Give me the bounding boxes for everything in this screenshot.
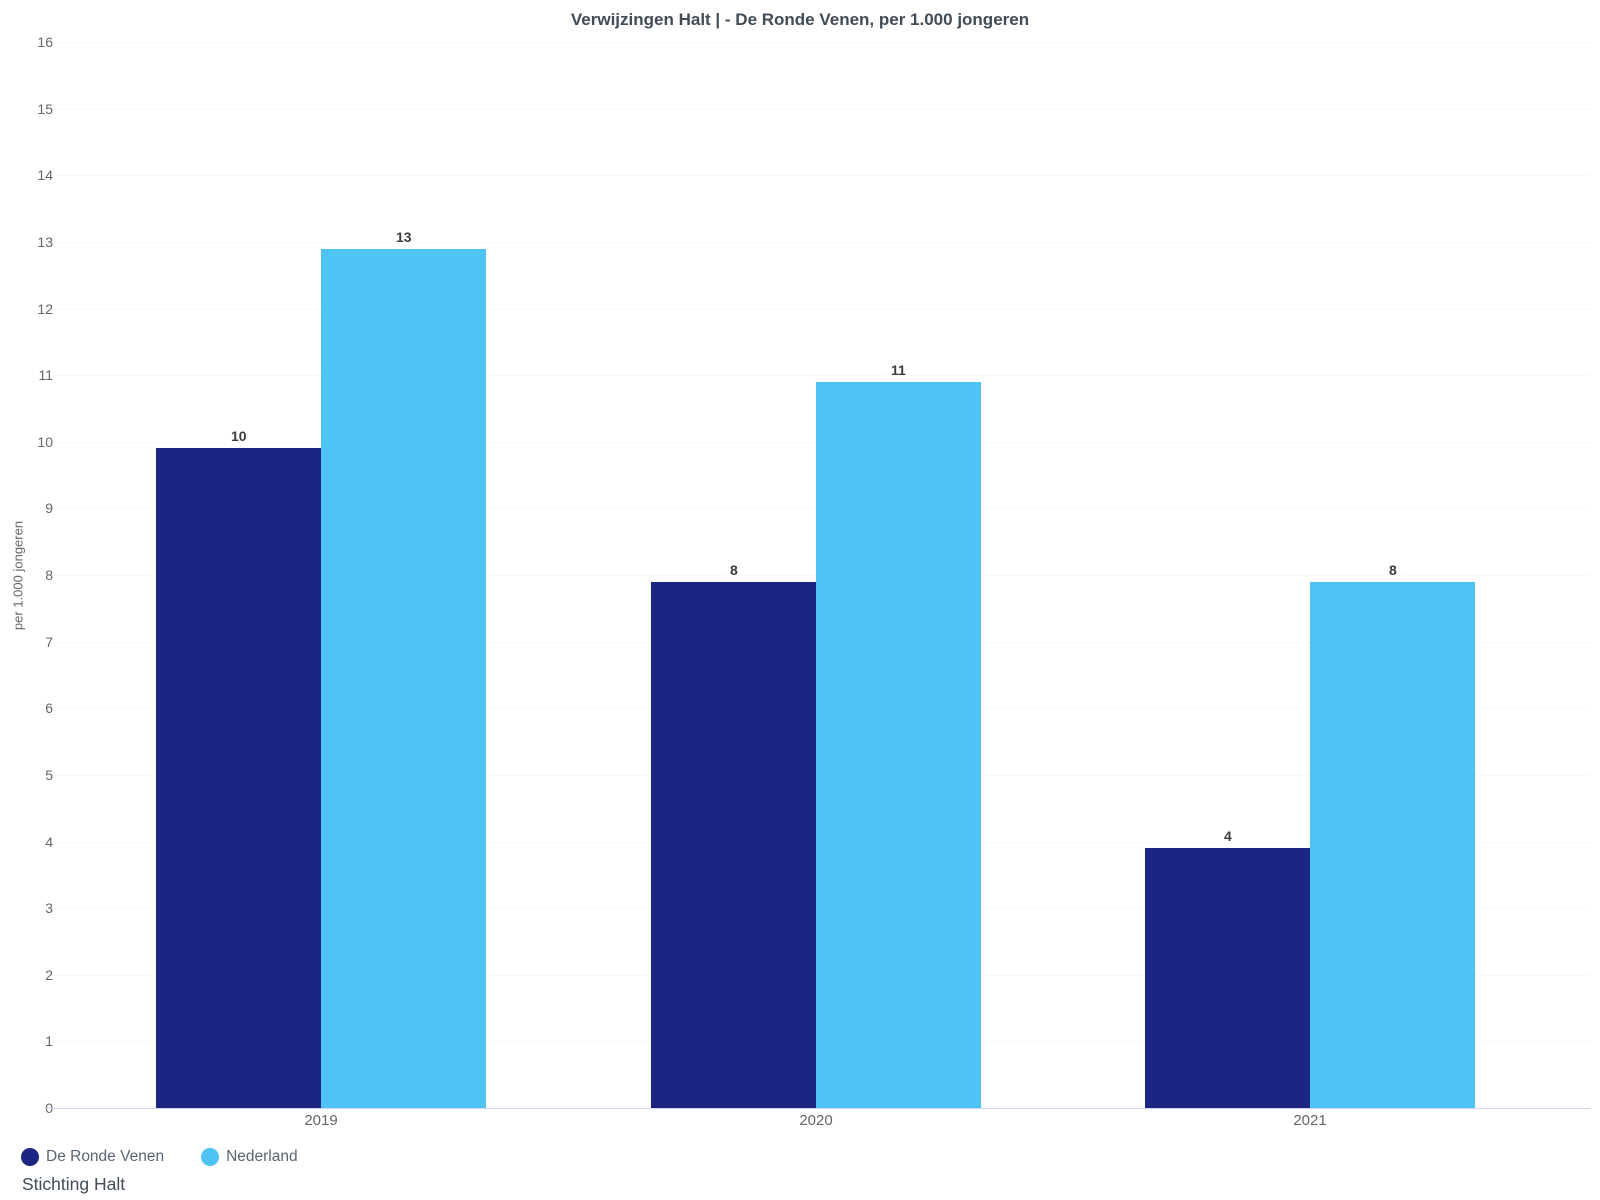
legend-swatch-de-ronde-venen [21,1148,39,1166]
y-tick-label: 1 [45,1033,53,1049]
x-tick-label: 2020 [799,1112,833,1129]
bar-value-label: 11 [886,363,911,380]
bar-de-ronde-venen-2019[interactable] [156,448,321,1108]
bar-value-label: 4 [1219,829,1237,846]
y-tick-label: 10 [37,434,53,450]
gridline [50,109,1590,110]
legend-label: De Ronde Venen [46,1148,165,1165]
legend-item-nederland[interactable]: Nederland [201,1148,298,1166]
chart-title: Verwijzingen Halt | - De Ronde Venen, pe… [570,10,1030,29]
y-tick-label: 12 [37,301,53,317]
y-tick-label: 9 [45,500,53,516]
legend-swatch-nederland [201,1148,220,1166]
x-tick-label: 2019 [304,1112,338,1129]
y-tick-label: 13 [37,234,53,250]
bar-nederland-2020[interactable] [816,382,981,1108]
bar-de-ronde-venen-2020[interactable] [651,582,816,1108]
bar-value-label: 13 [391,230,417,247]
y-tick-label: 15 [37,101,53,117]
y-tick-label: 6 [45,700,53,716]
gridline [50,42,1590,43]
y-tick-label: 11 [38,367,53,383]
y-tick-label: 8 [45,567,53,583]
x-tick-label: 2021 [1293,1112,1327,1129]
y-tick-label: 3 [45,900,53,916]
legend-item-de-ronde-venen[interactable]: De Ronde Venen [21,1148,164,1166]
y-tick-label: 7 [45,634,53,650]
gridline [50,175,1590,176]
y-tick-label: 5 [45,767,53,783]
y-tick-label: 2 [45,967,53,983]
y-tick-label: 4 [45,834,53,850]
gridline [50,375,1590,376]
x-axis-line [45,1108,1590,1109]
gridline [50,309,1590,310]
legend: De Ronde Venen Nederland [21,1148,298,1166]
source-credit: Stichting Halt [22,1174,126,1194]
bar-de-ronde-venen-2021[interactable] [1145,848,1310,1108]
y-tick-label: 14 [37,167,53,183]
bar-nederland-2019[interactable] [321,249,486,1108]
bar-value-label: 8 [725,563,743,580]
y-tick-label: 16 [37,34,53,50]
gridline [50,242,1590,243]
bar-nederland-2021[interactable] [1310,582,1475,1108]
legend-label: Nederland [226,1148,298,1165]
bar-value-label: 10 [226,429,252,446]
bar-value-label: 8 [1384,563,1402,580]
